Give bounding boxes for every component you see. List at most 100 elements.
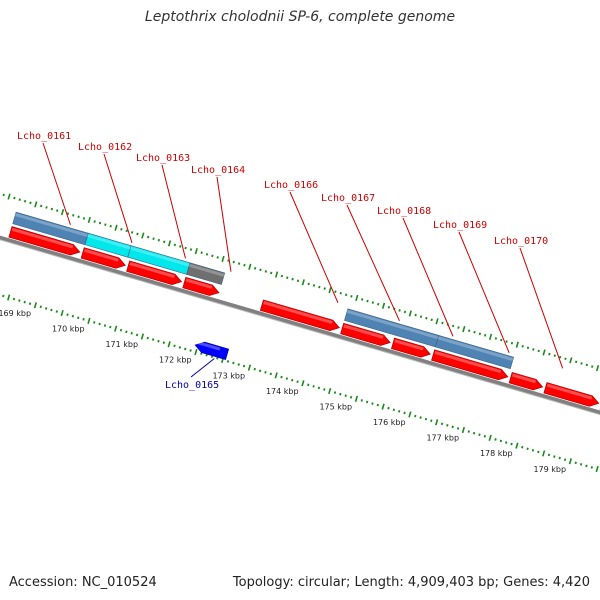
reverse-track-tick: [574, 461, 577, 465]
leader-line-lcho-0162: [103, 153, 133, 243]
reverse-track-tick: [563, 458, 567, 461]
reverse-track-tick: [568, 458, 573, 465]
reverse-track-tick: [103, 324, 107, 327]
gene-label-lcho-0161[interactable]: Lcho_0161: [17, 131, 71, 142]
reverse-track-tick: [232, 361, 235, 365]
kbp-label-169: 169 kbp: [0, 309, 31, 318]
kbp-label-171: 171 kbp: [105, 340, 138, 349]
kbp-label-179: 179 kbp: [533, 465, 566, 474]
forward-track-tick: [93, 220, 96, 223]
gene-arrow-lcho-0164[interactable]: [182, 276, 220, 296]
reverse-track-tick: [226, 360, 230, 363]
forward-track-tick: [296, 279, 300, 283]
gene-arrow-lcho-0161[interactable]: [8, 226, 81, 256]
gene-arrow[interactable]: [543, 382, 600, 407]
reverse-track-tick: [28, 302, 32, 306]
forward-track-tick: [259, 268, 262, 272]
forward-track-tick: [66, 212, 70, 216]
gene-label-lcho-0168[interactable]: Lcho_0168: [377, 206, 431, 217]
reverse-track-tick: [595, 465, 599, 473]
forward-track-tick: [286, 276, 289, 279]
gene-arrow-lcho-0170[interactable]: [508, 372, 544, 391]
reverse-track-tick: [50, 308, 53, 312]
forward-track-tick: [387, 305, 391, 309]
reverse-track-tick: [585, 464, 588, 468]
map-title: Leptothrix cholodnii SP-6, complete geno…: [144, 9, 456, 25]
forward-track-tick: [13, 196, 16, 200]
leader-line-lcho-0164: [216, 176, 232, 272]
forward-track-tick: [558, 355, 562, 359]
gene-label-lcho-0169[interactable]: Lcho_0169: [433, 220, 487, 231]
forward-track-tick: [280, 274, 284, 278]
reverse-track-tick: [398, 410, 401, 413]
forward-track-tick: [585, 363, 589, 367]
reverse-track-tick: [344, 394, 347, 398]
reverse-track-tick: [82, 318, 85, 321]
reverse-track-tick: [173, 344, 176, 348]
forward-track-tick: [403, 310, 407, 314]
gene-arrow-highlight: [512, 373, 536, 384]
domain-bar-highlight: [87, 234, 131, 250]
domain-bar-highlight: [130, 246, 190, 267]
forward-track-tick: [179, 245, 182, 248]
gene-arrow-lcho-0162[interactable]: [80, 247, 126, 269]
forward-track-tick: [205, 252, 209, 256]
gene-arrow-highlight: [84, 248, 119, 262]
gene-label-lcho-0164[interactable]: Lcho_0164: [191, 165, 245, 176]
reverse-track-tick: [178, 346, 182, 349]
gene-label-lcho-0162[interactable]: Lcho_0162: [78, 142, 132, 153]
reverse-track-tick: [258, 369, 262, 373]
reverse-track-tick: [505, 441, 508, 444]
forward-track-tick: [339, 291, 342, 295]
gene-arrow-lcho-0165[interactable]: [194, 341, 230, 361]
reverse-track-tick: [23, 300, 26, 304]
forward-track-tick: [537, 349, 540, 353]
gene-arrow-highlight: [11, 227, 74, 249]
reverse-track-tick: [349, 395, 353, 399]
forward-track-tick: [488, 333, 493, 341]
reverse-track-tick: [446, 424, 449, 427]
forward-track-tick: [264, 270, 268, 273]
forward-track-tick: [253, 266, 257, 270]
gene-label-lcho-0166[interactable]: Lcho_0166: [264, 180, 318, 191]
gene-arrow-lcho-0168[interactable]: [390, 337, 431, 358]
reverse-track-tick: [184, 347, 187, 351]
gene-label-lcho-0163[interactable]: Lcho_0163: [136, 153, 190, 164]
forward-track-tick: [227, 259, 230, 262]
gene-label-lcho-0167[interactable]: Lcho_0167: [321, 193, 375, 204]
reverse-track-tick: [542, 450, 546, 457]
reverse-track-tick: [360, 399, 363, 402]
forward-track-tick: [72, 213, 75, 217]
reverse-tick-track: [2, 294, 599, 473]
forward-track-tick: [136, 232, 139, 236]
gene-arrow-lcho-0167[interactable]: [340, 322, 391, 346]
gene-arrow-lcho-0163[interactable]: [126, 260, 183, 285]
gene-arrow-highlight: [129, 262, 175, 278]
reverse-track-tick: [7, 294, 11, 301]
gene-label-lcho-0165[interactable]: Lcho_0165: [165, 380, 219, 391]
forward-track-tick: [141, 232, 145, 239]
reverse-track-tick: [339, 392, 342, 396]
domain-bar-highlight: [14, 213, 89, 238]
gene-arrow-lcho-0166[interactable]: [259, 299, 340, 332]
reverse-track-tick: [157, 339, 160, 343]
forward-track-tick: [114, 224, 118, 231]
forward-track-tick: [462, 326, 466, 333]
forward-track-tick: [398, 309, 401, 312]
forward-track-tick: [146, 235, 150, 239]
forward-track-tick: [350, 295, 353, 298]
gene-arrow-lcho-0169[interactable]: [431, 349, 509, 381]
forward-track-tick: [307, 282, 310, 286]
forward-track-tick: [232, 260, 235, 264]
kbp-label-173: 173 kbp: [212, 371, 245, 380]
leader-line-lcho-0170: [519, 247, 564, 369]
reverse-track-tick: [2, 294, 5, 298]
reverse-track-tick: [151, 338, 155, 341]
gene-label-lcho-0170[interactable]: Lcho_0170: [494, 236, 548, 247]
reverse-track-tick: [125, 330, 128, 334]
reverse-track-tick: [44, 307, 48, 310]
forward-track-tick: [494, 337, 498, 340]
kbp-label-172: 172 kbp: [159, 356, 192, 365]
reverse-track-tick: [114, 325, 118, 332]
